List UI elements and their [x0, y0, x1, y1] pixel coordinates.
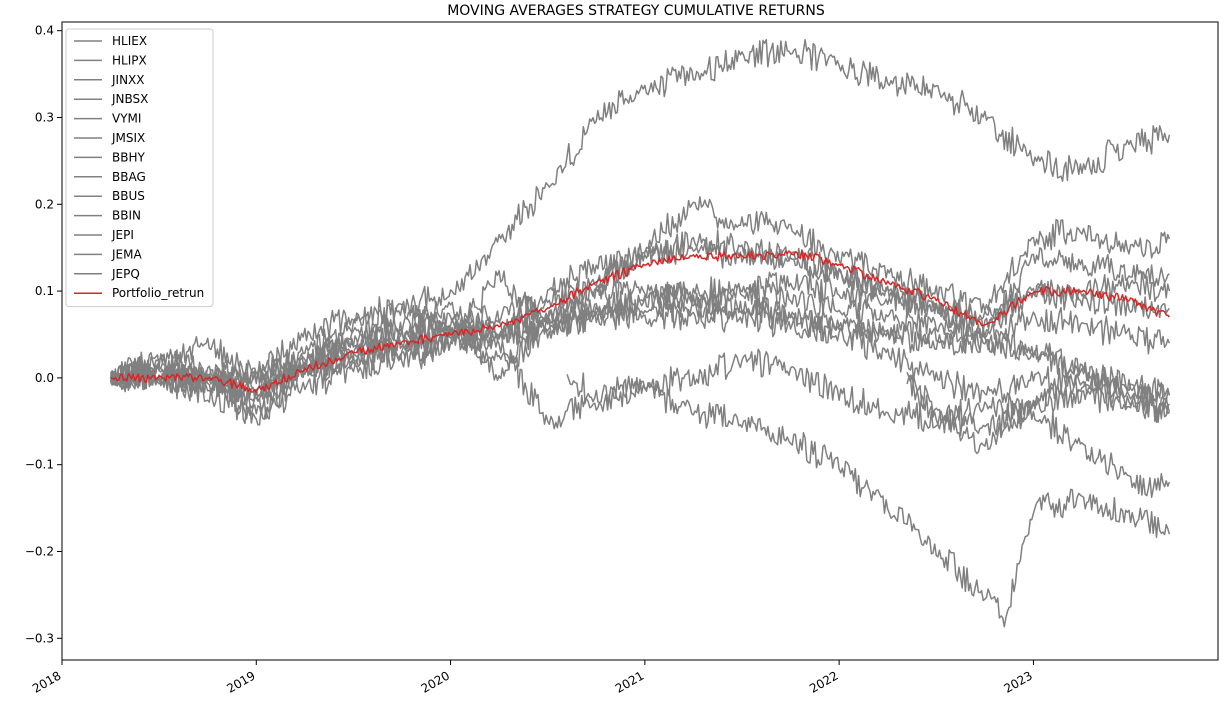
y-tick-label: −0.2	[25, 544, 54, 558]
series-line-hlipx	[109, 296, 1171, 499]
y-tick-label: 0.1	[35, 284, 54, 298]
y-tick-label: 0.0	[35, 371, 54, 385]
x-tick-label: 2019	[224, 668, 257, 695]
series-line-bbag	[109, 279, 1171, 424]
chart-title: MOVING AVERAGES STRATEGY CUMULATIVE RETU…	[447, 3, 825, 19]
legend-label: BBAG	[112, 170, 146, 184]
series-line-bbin	[109, 270, 1170, 408]
plot-frame	[61, 21, 1219, 661]
legend-label: JMSIX	[111, 131, 145, 145]
legend: HLIEX HLIPX JINXX JNBSX VYMI JMSIX BBHY BBAG BBU…	[65, 28, 214, 308]
legend-label: HLIPX	[112, 53, 147, 67]
x-tick-label: 2021	[613, 668, 646, 695]
legend-label: JEPQ	[111, 267, 140, 281]
legend-label: JNBSX	[111, 92, 148, 106]
x-tick-label: 2020	[419, 668, 452, 695]
x-tick-label: 2018	[30, 668, 63, 695]
legend-label: JEPI	[111, 228, 134, 242]
x-tick-label: 2022	[807, 668, 840, 695]
legend-label: VYMI	[112, 112, 141, 126]
series-line-vymi	[110, 196, 1171, 421]
y-tick-label: 0.4	[35, 24, 54, 38]
y-tick-label: −0.1	[25, 458, 54, 472]
x-tick-label: 2023	[1001, 668, 1034, 695]
axes: 0.4 0.3 0.2 0.1 0.0 −0.1 −0.2 −0.3 2018 2019 2020 2…	[25, 24, 1035, 696]
y-tick-label: 0.3	[35, 110, 54, 124]
legend-label: BBHY	[112, 150, 145, 164]
legend-label: BBUS	[112, 189, 145, 203]
legend-label: Portfolio_retrun	[112, 286, 204, 300]
series-line-jepq	[906, 370, 1171, 455]
legend-label: HLIEX	[112, 34, 147, 48]
legend-label: BBIN	[112, 209, 141, 223]
series-line-jepi	[566, 372, 1171, 628]
series-group	[109, 38, 1171, 628]
legend-box	[65, 28, 214, 308]
legend-label: JINXX	[111, 73, 145, 87]
y-tick-label: 0.2	[35, 197, 54, 211]
series-line-portfolio_retrun	[110, 250, 1170, 394]
legend-label: JEMA	[111, 247, 142, 261]
y-tick-label: −0.3	[25, 631, 54, 645]
